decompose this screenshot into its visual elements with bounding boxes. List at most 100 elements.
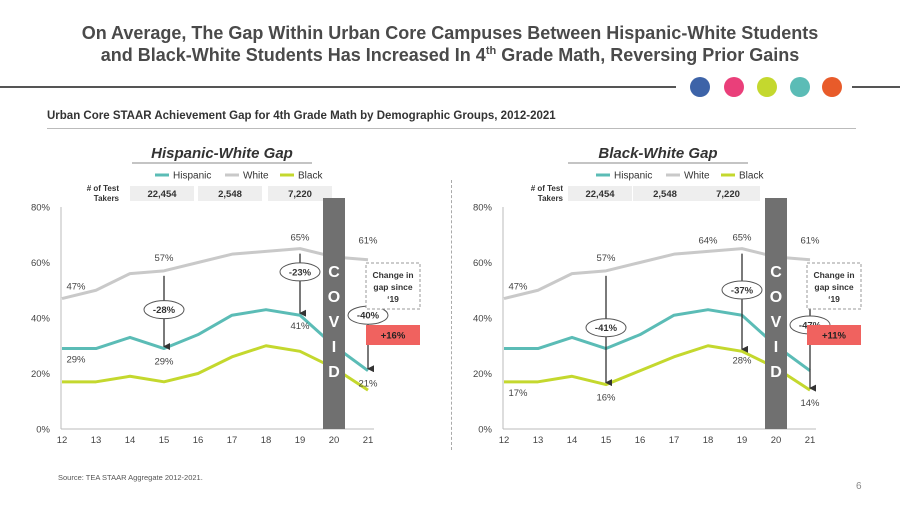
panel1-y-tick-2: 40% [31, 314, 51, 325]
decor-dot-blue [690, 77, 710, 97]
panel1-covid-letter-3: I [332, 339, 336, 356]
panel1-value-label-21-hispanic: 21% [358, 379, 378, 390]
panel2-value-label-19-black: 28% [732, 355, 752, 366]
panel2-test-takers-cell-bg-2 [696, 186, 760, 201]
panel2-series-line-white [503, 247, 811, 301]
panel1-covid-letter-1: O [328, 289, 340, 306]
panel2-y-tick-2: 40% [473, 314, 493, 325]
panel2-x-tick-17: 17 [669, 435, 680, 446]
title-line-2-pre: and Black-White Students Has Increased I… [100, 45, 486, 65]
panel2-x-tick-13: 13 [533, 435, 544, 446]
decor-dot-teal [790, 77, 810, 97]
panel1-gap-label-15: -28% [153, 305, 176, 316]
panel2-covid-bar [765, 198, 787, 429]
panel2-title: Black-White Gap [598, 145, 717, 162]
panel2-test-takers-cell-bg-1 [633, 186, 697, 201]
panel2-covid-letter-0: C [770, 264, 782, 281]
panel1-legend-label-black: Black [298, 171, 323, 182]
panel2-value-label-21-white: 61% [800, 236, 820, 247]
panel1-covid-letter-4: D [328, 364, 340, 381]
decor-dot-lime [757, 77, 777, 97]
decor-dot-orange [822, 77, 842, 97]
panel2-value-label-15-white: 57% [596, 253, 616, 264]
panel1-y-tick-1: 20% [31, 369, 51, 380]
panel1-y-tick-4: 80% [31, 203, 51, 214]
panel1-value-label-19-hispanic: 41% [290, 321, 310, 332]
panel2-test-takers-label-2: Takers [538, 194, 564, 203]
panel1-x-tick-13: 13 [91, 435, 102, 446]
title-rule-left [0, 86, 676, 88]
panel1-change-value: +16% [381, 331, 406, 342]
panel2-x-tick-14: 14 [567, 435, 578, 446]
panel2-y-tick-3: 60% [473, 258, 493, 269]
panel1-legend-label-white: White [243, 171, 269, 182]
panel2-test-takers-value-2: 7,220 [716, 189, 740, 200]
panel2-gap-oval-19 [721, 280, 763, 300]
title-line-2-post: Grade Math, Reversing Prior Gains [496, 45, 800, 65]
panel1-gap-label-19: -23% [289, 267, 312, 278]
panel1-change-label-1: Change in [372, 270, 413, 280]
panel1-legend-label-hispanic: Hispanic [173, 171, 211, 182]
panel1-test-takers-value-1: 2,548 [218, 189, 242, 200]
panel2-x-tick-19: 19 [737, 435, 748, 446]
panel1-change-label-3: ‘19 [387, 294, 399, 304]
panel2-legend-label-white: White [684, 171, 710, 182]
panel1-x-tick-17: 17 [227, 435, 238, 446]
panel1-value-label-15-hispanic: 29% [154, 357, 174, 368]
panel1-x-tick-14: 14 [125, 435, 136, 446]
panel1-covid-letter-0: C [328, 264, 340, 281]
panel1-x-tick-12: 12 [57, 435, 68, 446]
title-line-2: and Black-White Students Has Increased I… [0, 44, 900, 66]
panel1-title: Hispanic-White Gap [151, 145, 293, 162]
panel1-gap-label-21: -40% [357, 311, 380, 322]
panel1-series-line-black [62, 344, 369, 392]
panel2-covid-letter-4: D [770, 364, 782, 381]
panel1-value-label-12-hispanic: 29% [66, 355, 86, 366]
panel2-gap-label-19: -37% [731, 285, 754, 296]
title-superscript: th [485, 45, 497, 57]
title-line-1: On Average, The Gap Within Urban Core Ca… [81, 23, 819, 43]
panel2-y-tick-4: 80% [473, 203, 493, 214]
panel1-x-tick-16: 16 [193, 435, 204, 446]
panel1-test-takers-value-0: 22,454 [147, 189, 177, 200]
panel2-x-tick-20: 20 [771, 435, 782, 446]
title-rule-right [852, 86, 900, 88]
panel2-change-value: +11% [822, 331, 847, 342]
panel1-gap-oval-15 [143, 300, 185, 320]
panel2-change-label-2: gap since [814, 282, 853, 292]
decor-dot-pink [724, 77, 744, 97]
panel1-x-tick-18: 18 [261, 435, 272, 446]
panel2-y-tick-1: 20% [473, 369, 493, 380]
panel2-test-takers-label-1: # of Test [531, 184, 564, 193]
panel1-value-label-19-white: 65% [290, 233, 310, 244]
panel1-x-tick-20: 20 [329, 435, 340, 446]
slide-title: On Average, The Gap Within Urban Core Ca… [0, 22, 900, 66]
panel1-y-tick-0: 0% [36, 425, 50, 436]
panel1-change-box-frame [365, 262, 421, 310]
panel2-change-label-1: Change in [813, 270, 854, 280]
panel2-series-line-hispanic [504, 308, 811, 372]
panel2-change-label-3: ‘19 [828, 294, 840, 304]
panel2-change-box-frame [806, 262, 862, 310]
source-note: Source: TEA STAAR Aggregate 2012-2021. [58, 473, 203, 482]
chart-subtitle: Urban Core STAAR Achievement Gap for 4th… [47, 110, 556, 122]
panel1-value-label-12-white: 47% [66, 282, 86, 293]
panel1-test-takers-cell-bg-0 [130, 186, 194, 201]
panel1-x-tick-21: 21 [363, 435, 374, 446]
panel1-value-label-15-white: 57% [154, 253, 174, 264]
panel1-change-label-2: gap since [373, 282, 412, 292]
panel1-test-takers-cell-bg-1 [198, 186, 262, 201]
panel1-y-tick-3: 60% [31, 258, 51, 269]
panel2-covid-letter-1: O [770, 289, 782, 306]
panel2-value-label-12-white: 47% [508, 282, 528, 293]
subtitle-rule [47, 128, 856, 129]
panel2-change-value-bg [807, 325, 861, 345]
panel2-gap-oval-15 [585, 318, 627, 338]
panel1-covid-letter-2: V [329, 314, 340, 331]
panel1-series-line-hispanic [62, 308, 369, 372]
panel2-value-label-21-black: 14% [800, 398, 820, 409]
panel1-x-tick-19: 19 [295, 435, 306, 446]
panel1-test-takers-label-1: # of Test [87, 184, 120, 193]
panel2-gap-label-15: -41% [595, 323, 618, 334]
